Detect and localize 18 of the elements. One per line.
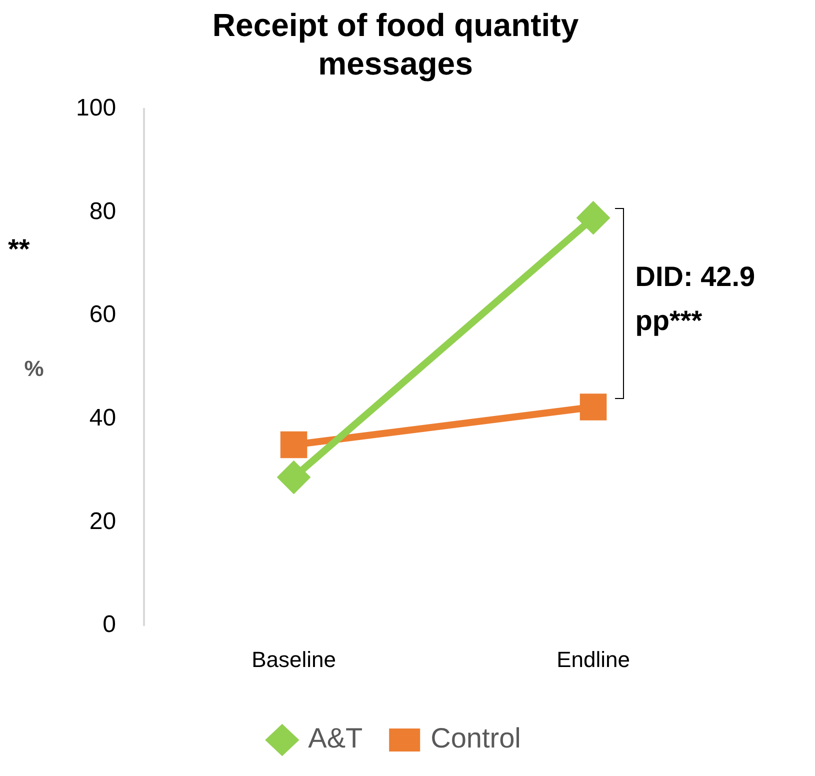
point: [280, 431, 308, 458]
legend-label: Control: [430, 722, 521, 754]
y-tick-label: 0: [102, 611, 116, 638]
point: [278, 462, 310, 493]
y-axis-title: %: [24, 356, 44, 381]
text: **: [8, 234, 30, 265]
y-tick-label: 100: [76, 94, 116, 122]
x-tick-label: Baseline: [252, 646, 336, 672]
y-tick-label: 80: [89, 198, 116, 225]
y-tick-label: 40: [89, 404, 116, 432]
annotation: DID: 42.9 pp***: [635, 261, 756, 336]
y-tick-label: 20: [89, 508, 116, 535]
point: [580, 394, 607, 420]
chart-title: Receipt of food quantity messages: [212, 7, 579, 82]
point: [578, 202, 609, 234]
legend-label: A&T: [308, 722, 363, 754]
y-tick-label: 60: [89, 301, 116, 328]
x-tick-label: Endline: [556, 646, 630, 672]
